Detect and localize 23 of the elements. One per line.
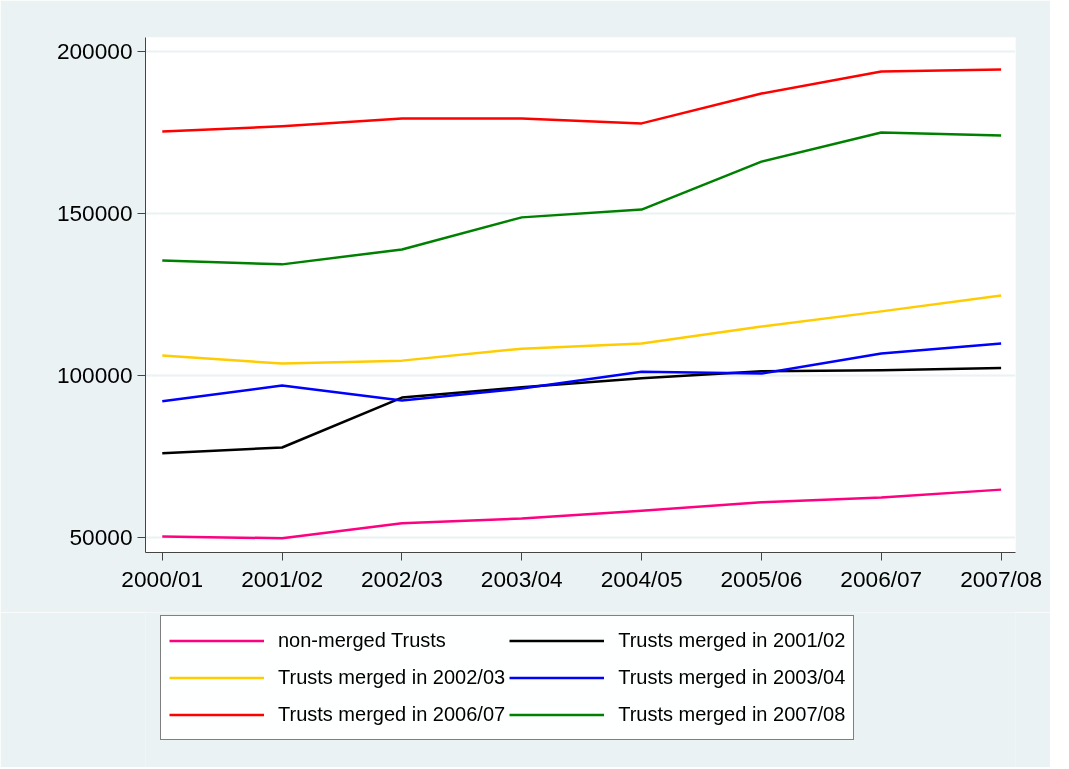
line-series <box>161 68 1003 133</box>
legend-label: Trusts merged in 2006/07 <box>278 702 506 727</box>
line-series <box>161 294 1003 365</box>
x-tick-label: 2002/03 <box>361 565 443 592</box>
x-tick-label: 2005/06 <box>720 565 803 592</box>
x-tick-label: 2003/04 <box>480 565 563 592</box>
legend-label: Trusts merged in 2002/03 <box>278 665 506 690</box>
x-tick-label: 2006/07 <box>840 565 923 592</box>
y-tick-label: 100000 <box>56 362 133 389</box>
y-tick-label: 200000 <box>56 37 133 64</box>
legend-label: Trusts merged in 2001/02 <box>618 628 846 653</box>
x-tick-label: 2004/05 <box>600 565 683 592</box>
y-tick-label: 150000 <box>56 199 133 226</box>
line-series <box>161 131 1003 266</box>
y-tick-label: 50000 <box>69 524 133 551</box>
x-tick-label: 2007/08 <box>960 565 1043 592</box>
legend-label: non-merged Trusts <box>278 628 446 653</box>
line-series <box>161 342 1003 403</box>
legend-label: Trusts merged in 2003/04 <box>618 665 846 690</box>
x-tick-label: 2001/02 <box>241 565 324 592</box>
legend-label: Trusts merged in 2007/08 <box>618 702 846 727</box>
line-series <box>161 488 1003 540</box>
x-tick-label: 2000/01 <box>121 565 204 592</box>
